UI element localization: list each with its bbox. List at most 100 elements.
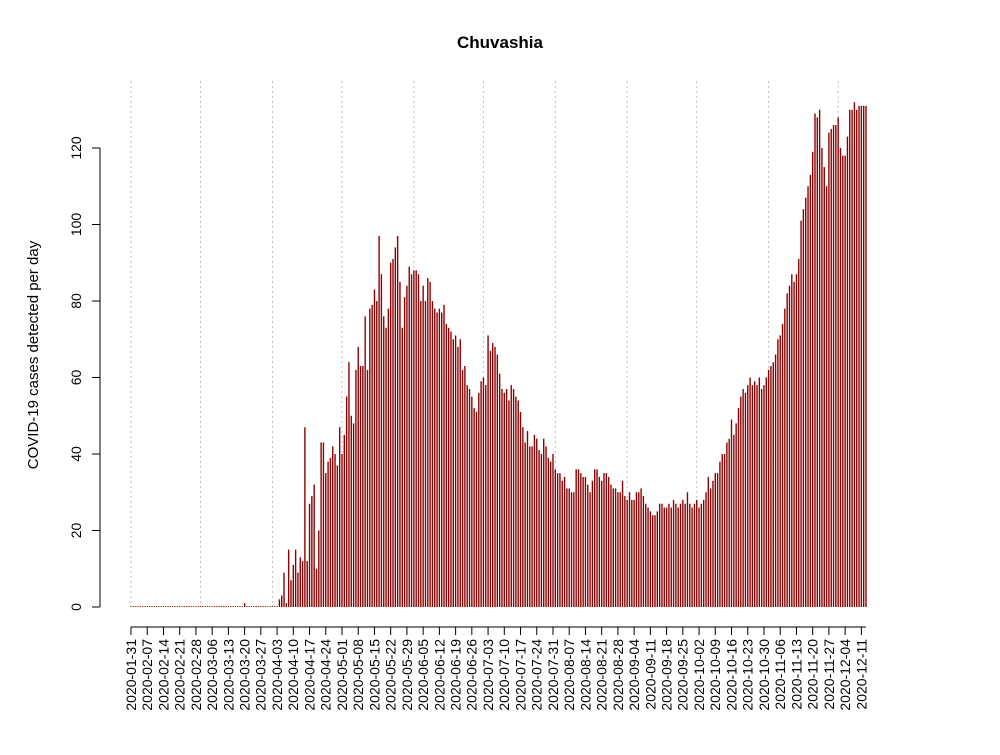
bar — [709, 488, 712, 608]
bar — [760, 388, 763, 608]
y-tick-label: 60 — [68, 370, 84, 386]
bar — [589, 492, 591, 607]
bar — [763, 385, 765, 607]
x-tick-label: 2020-05-15 — [366, 639, 382, 711]
bar — [689, 503, 691, 608]
bar — [461, 369, 464, 607]
bar — [846, 136, 849, 607]
x-tick-label: 2020-10-02 — [691, 639, 707, 711]
bar — [505, 388, 508, 608]
x-tick-label: 2020-10-30 — [756, 639, 772, 711]
bar — [371, 304, 373, 607]
bar — [719, 461, 721, 607]
bar — [814, 113, 816, 607]
x-tick-label: 2020-04-17 — [301, 639, 317, 711]
bar — [584, 476, 587, 607]
bar — [297, 572, 299, 608]
bar — [447, 327, 450, 607]
bar — [489, 350, 492, 607]
bar — [642, 496, 645, 607]
bar — [487, 335, 489, 607]
bar — [366, 369, 369, 607]
bar — [851, 109, 853, 607]
bar — [306, 561, 308, 607]
x-tick-label: 2020-11-20 — [805, 639, 821, 710]
bar — [225, 606, 227, 607]
bar — [417, 274, 420, 607]
bar — [700, 503, 703, 608]
bar — [190, 606, 192, 607]
bar — [740, 396, 742, 608]
chart-title: Chuvashia — [457, 33, 544, 52]
bar — [512, 388, 515, 608]
bar — [865, 105, 867, 608]
bar — [480, 381, 482, 607]
bar — [134, 606, 137, 607]
bar — [501, 388, 503, 608]
bar — [376, 301, 378, 607]
bar — [406, 285, 408, 607]
bar — [626, 499, 628, 607]
bar — [151, 606, 153, 607]
bar — [640, 488, 642, 608]
bar — [663, 507, 665, 607]
bar — [798, 258, 800, 607]
bar — [262, 606, 264, 607]
bar — [821, 148, 823, 607]
bar — [304, 427, 306, 608]
bar — [494, 346, 496, 607]
x-tick-label: 2020-10-09 — [707, 639, 723, 711]
bar — [677, 507, 679, 607]
bar — [515, 396, 517, 608]
bar — [605, 473, 608, 608]
bar — [415, 270, 417, 607]
bar — [478, 392, 480, 607]
bar — [742, 388, 744, 608]
bar — [714, 473, 716, 608]
bar — [552, 454, 554, 607]
bar — [315, 568, 318, 607]
bar — [345, 396, 348, 608]
y-tick-label: 80 — [68, 293, 84, 309]
x-tick-label: 2020-07-17 — [512, 639, 528, 711]
bar — [591, 480, 594, 607]
bar — [369, 308, 371, 607]
y-tick-label: 40 — [68, 446, 84, 462]
bar — [598, 476, 601, 607]
bar — [811, 151, 814, 607]
bar — [508, 400, 510, 607]
bar — [543, 438, 545, 607]
bar — [378, 235, 380, 607]
bar — [468, 388, 471, 608]
bar — [264, 606, 267, 607]
bar — [577, 469, 580, 607]
bar — [475, 411, 478, 607]
bar — [737, 408, 740, 607]
bar — [204, 606, 206, 607]
x-tick-label: 2020-09-04 — [626, 639, 642, 711]
bar — [529, 446, 531, 607]
y-tick-label: 20 — [68, 523, 84, 539]
bar — [301, 561, 304, 607]
bar — [556, 473, 559, 608]
x-tick-label: 2020-12-04 — [837, 639, 853, 711]
bar — [568, 488, 570, 608]
bar — [260, 606, 262, 607]
bar — [649, 511, 652, 608]
bar — [167, 606, 169, 607]
bar — [218, 606, 220, 607]
x-tick-label: 2020-02-14 — [155, 639, 171, 711]
bar — [517, 400, 519, 607]
bar — [202, 606, 204, 607]
bar — [721, 454, 723, 607]
x-tick-label: 2020-11-13 — [788, 639, 804, 710]
bar — [144, 606, 146, 607]
bar — [155, 606, 158, 607]
bar — [197, 606, 199, 607]
bar — [777, 339, 779, 607]
bar — [647, 507, 649, 607]
bar — [271, 606, 274, 607]
x-tick-label: 2020-06-12 — [431, 639, 447, 711]
x-tick-label: 2020-02-07 — [139, 639, 155, 711]
